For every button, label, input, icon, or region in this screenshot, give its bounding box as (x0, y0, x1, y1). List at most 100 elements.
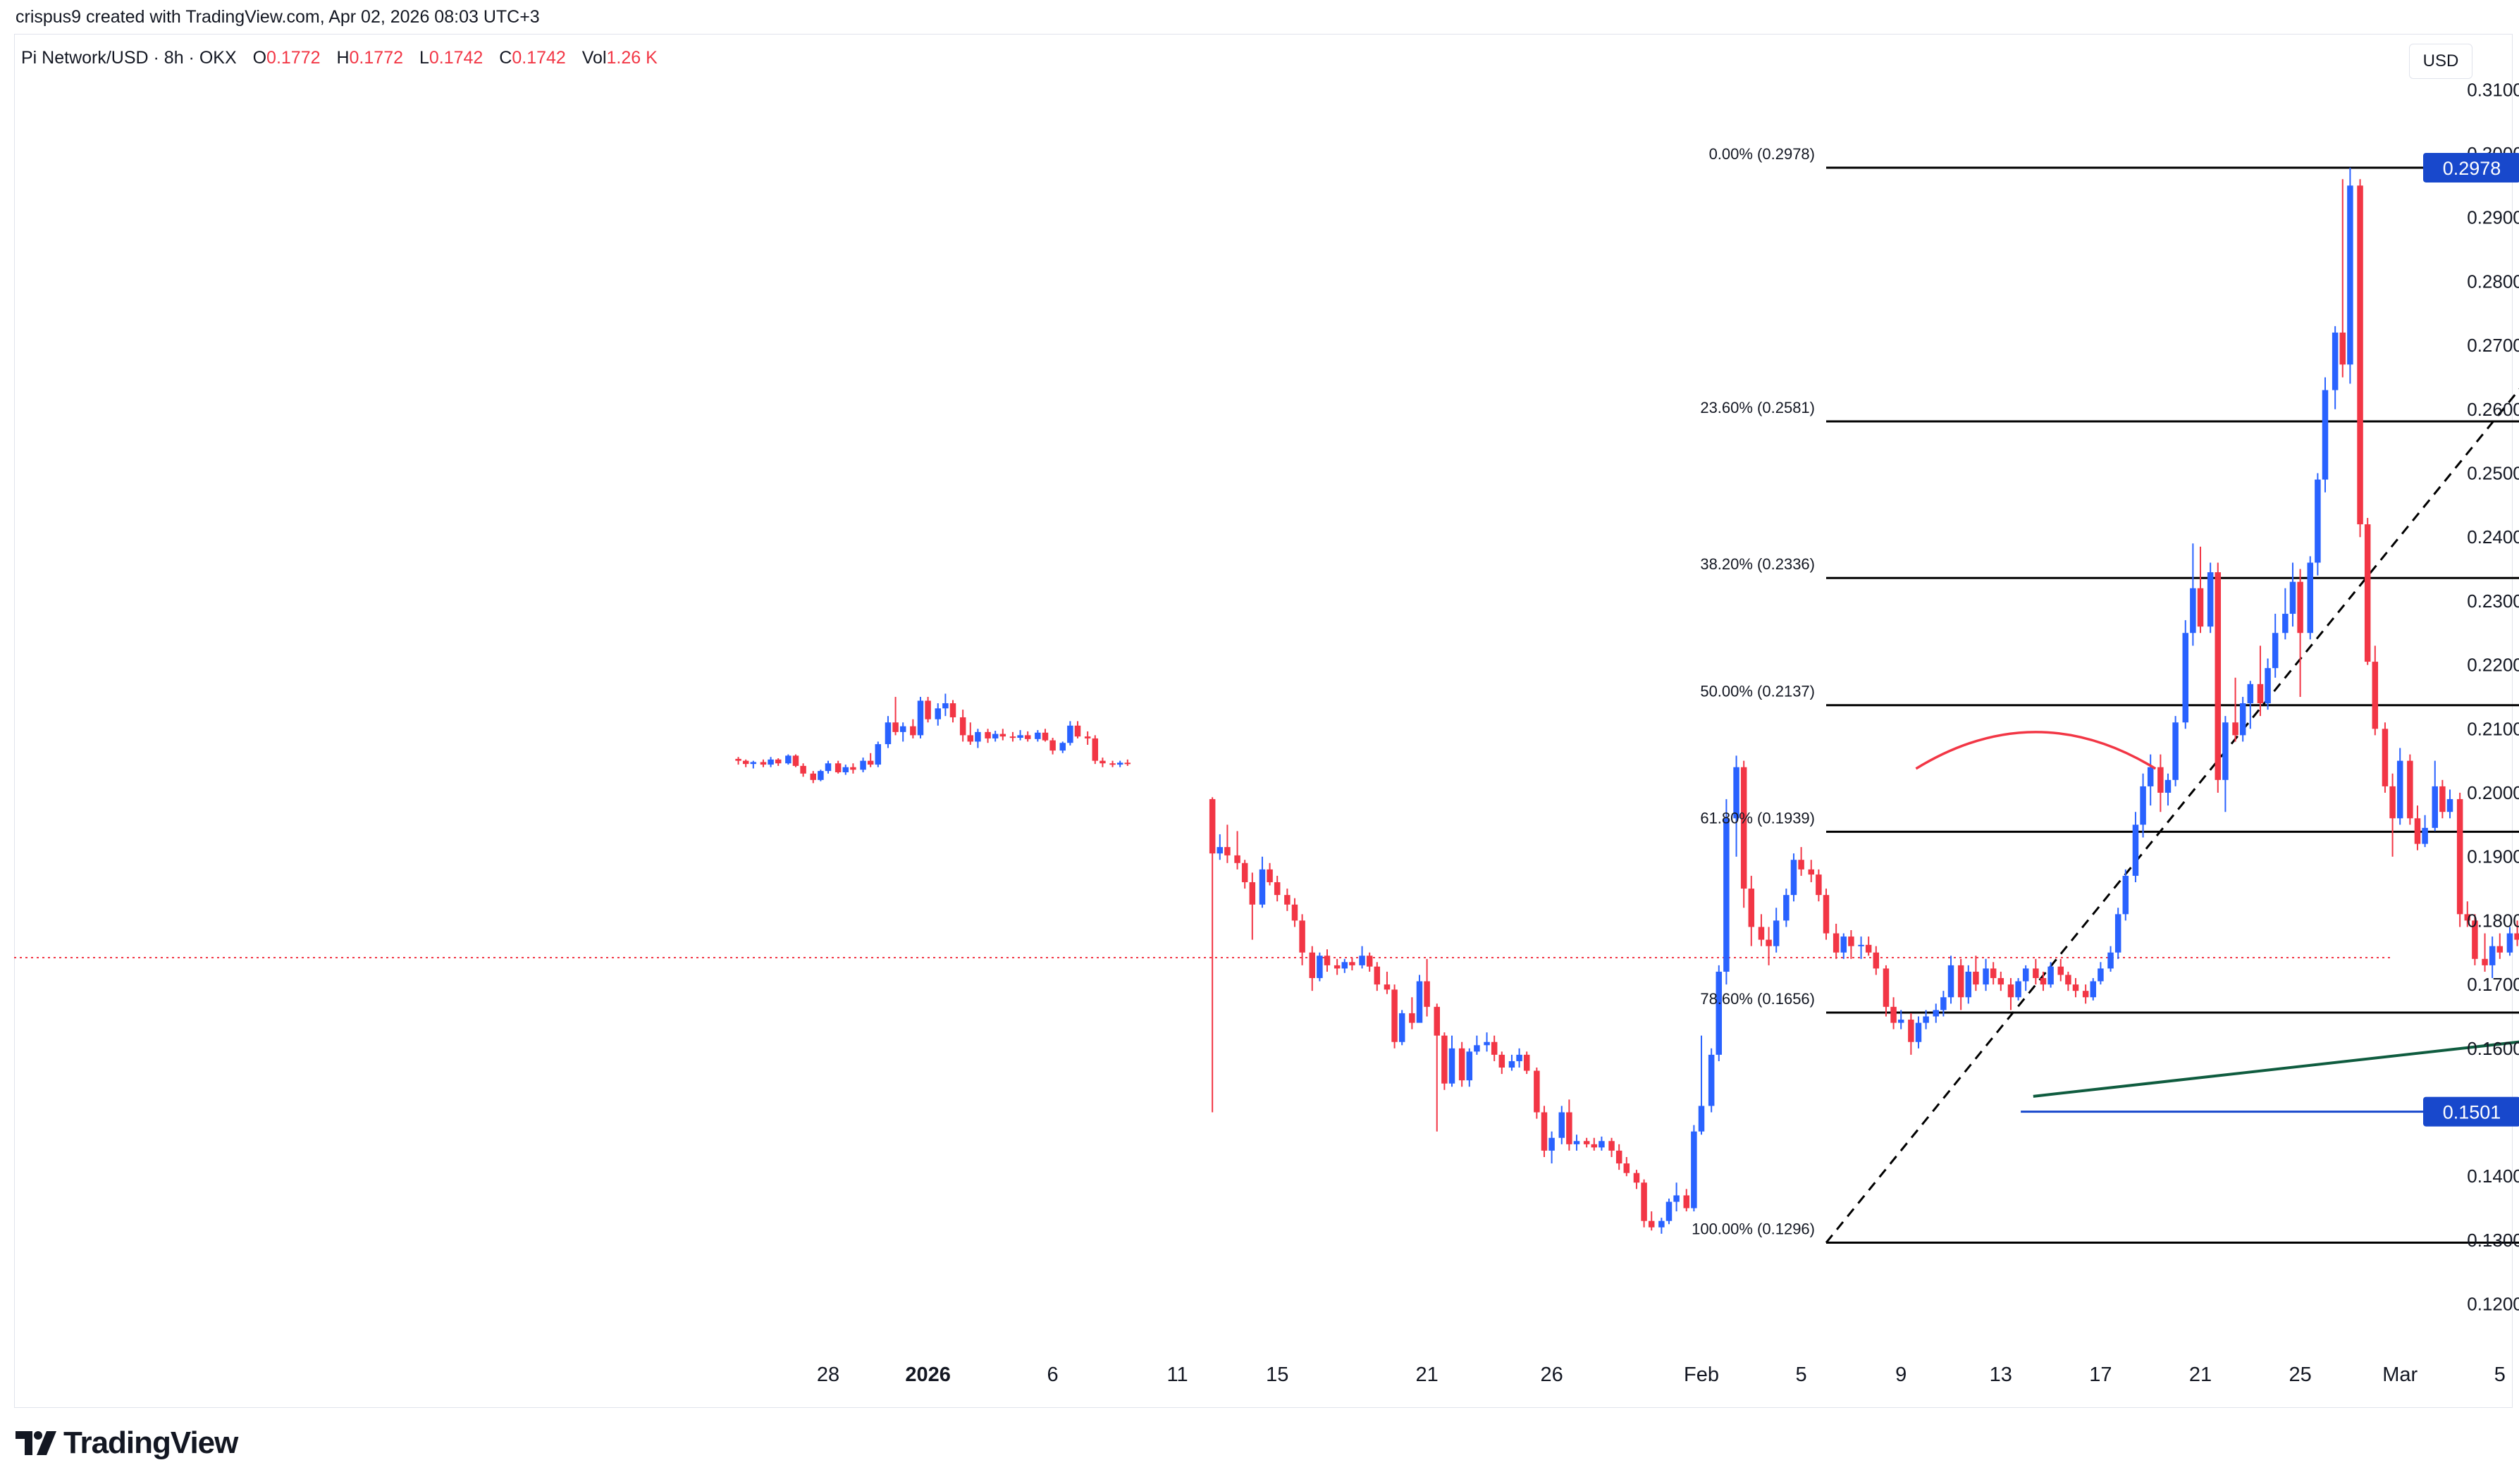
candle-body (1384, 984, 1391, 990)
candle (949, 700, 956, 723)
candle-body (2372, 662, 2379, 729)
candle-body (1484, 1041, 1490, 1046)
tradingview-logo-icon (16, 1431, 56, 1455)
x-tick-label: 17 (2089, 1364, 2112, 1386)
candle (750, 760, 757, 769)
candle-body (1366, 956, 1373, 967)
candle (1309, 946, 1316, 991)
symbol-label[interactable]: Pi Network/USD · 8h · OKX (21, 48, 237, 68)
candle (1808, 860, 1815, 882)
y-tick-label: 0.2800 (2467, 271, 2519, 292)
candle-body (2122, 875, 2129, 915)
candle-body (2446, 799, 2453, 812)
candle-body (850, 767, 856, 770)
candle-body (1873, 952, 1880, 969)
candle-body (1957, 965, 1964, 998)
candle (1698, 1035, 1705, 1135)
candle (1284, 889, 1291, 911)
candle (1798, 847, 1804, 876)
candle-body (2432, 786, 2439, 828)
fib-level-label: 0.00% (0.2978) (1709, 145, 1815, 163)
candle (959, 710, 966, 742)
candle (785, 754, 792, 765)
candle (1833, 923, 1840, 959)
price-tag-box (2423, 152, 2519, 183)
time-axis[interactable]: 282026611152126Feb5913172125Mar591317212… (817, 1364, 2519, 1386)
candle (1883, 965, 1890, 1017)
candle (1973, 956, 1979, 991)
candle (1498, 1051, 1505, 1075)
y-tick-label: 0.2500 (2467, 463, 2519, 484)
candle-body (1733, 767, 1739, 819)
candle-body (985, 731, 991, 738)
candle (1933, 1003, 1940, 1023)
candle-body (2182, 633, 2189, 723)
candle-body (1317, 956, 1323, 979)
candle-body (1997, 978, 2004, 985)
candle (1723, 799, 1730, 985)
y-tick-label: 0.2200 (2467, 655, 2519, 676)
candle (2082, 984, 2089, 1004)
candle (1865, 936, 1872, 956)
candle-body (1599, 1141, 1605, 1148)
candle (2065, 971, 2071, 991)
candle (1474, 1035, 1480, 1055)
candle-body (2396, 760, 2403, 819)
candle (1424, 958, 1430, 1017)
candle-body (1790, 860, 1797, 896)
candle-body (2197, 588, 2204, 627)
y-tick-label: 0.1300 (2467, 1230, 2519, 1251)
candle-body (975, 731, 981, 742)
candle-body (2382, 729, 2389, 786)
candle (1790, 853, 1797, 902)
candle (1573, 1134, 1580, 1151)
price-tag-label: 0.2978 (2443, 158, 2501, 179)
candle (1049, 737, 1056, 755)
candle (2322, 377, 2329, 493)
candle (2456, 793, 2463, 927)
candle (1092, 735, 1099, 765)
volume-label: Vol (581, 48, 607, 68)
candle-body (2282, 614, 2289, 633)
candle (2033, 958, 2039, 985)
open-label: O (252, 48, 267, 68)
tradingview-logo[interactable]: TradingView (16, 1422, 238, 1464)
candle (1915, 1016, 1922, 1049)
fib-level-label: 50.00% (0.2137) (1700, 683, 1815, 700)
candle (2389, 773, 2396, 857)
candle-body (1633, 1173, 1640, 1183)
x-tick-label: Feb (1684, 1364, 1719, 1386)
candle (2297, 569, 2303, 697)
candle-body (1923, 1016, 1929, 1023)
y-tick-label: 0.2000 (2467, 782, 2519, 803)
candle (2132, 812, 2139, 882)
x-tick-label: 13 (1990, 1364, 2012, 1386)
candle (1783, 889, 1790, 927)
candle-body (2482, 958, 2488, 965)
fib-level-label: 61.80% (0.1939) (1700, 809, 1815, 827)
candle (792, 754, 799, 767)
currency-button[interactable]: USD (2409, 44, 2472, 79)
candle (2057, 958, 2064, 982)
candle-body (1042, 732, 1049, 741)
candle (1947, 956, 1954, 1004)
x-tick-label: 26 (1540, 1364, 1563, 1386)
candle-body (935, 708, 942, 719)
candle (1035, 730, 1041, 742)
candle-body (1309, 952, 1316, 979)
y-tick-label: 0.1900 (2467, 846, 2519, 867)
candle (1116, 760, 1123, 767)
candle-body (1897, 1019, 1904, 1023)
candle-body (967, 735, 974, 742)
candle (2439, 779, 2446, 819)
candle-body (768, 759, 774, 765)
candle-body (735, 758, 741, 761)
price-axis[interactable]: 0.12000.13000.14000.15000.16000.17000.18… (2423, 79, 2519, 1315)
annotation-layer: 0.00% (0.2978) 23.60% (0.2581) 38.20% (0.2… (1692, 145, 2157, 1238)
candle-body (2098, 968, 2104, 982)
candle-body (892, 722, 899, 732)
drawing-layer (14, 166, 2519, 1244)
candle (999, 729, 1006, 741)
candle (2414, 805, 2421, 851)
